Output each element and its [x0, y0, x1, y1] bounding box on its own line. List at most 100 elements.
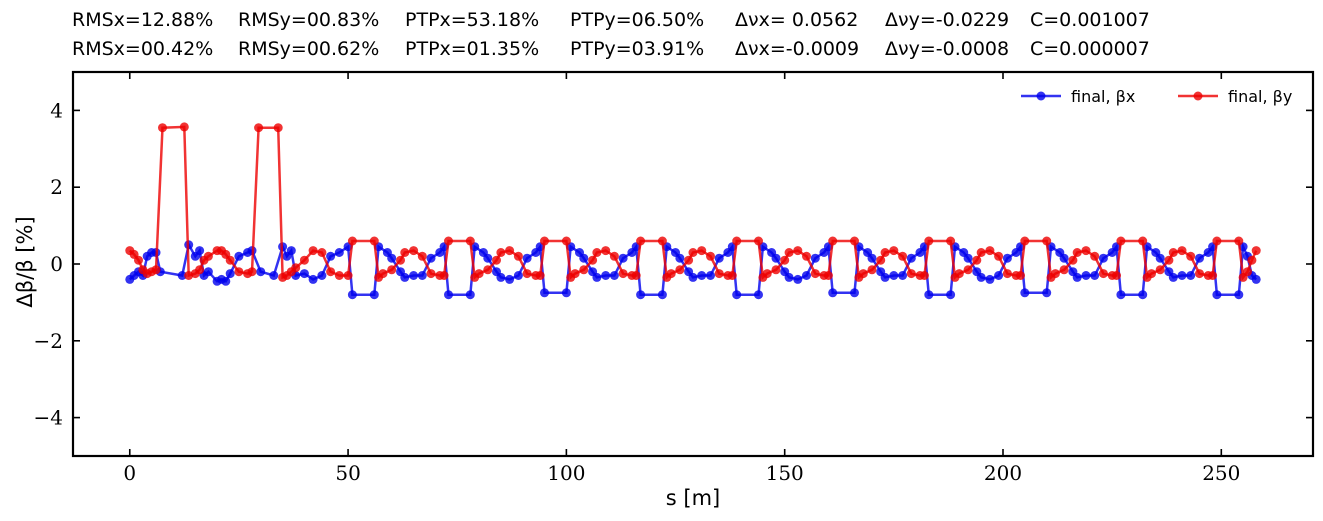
data-point-beta-y: [618, 269, 628, 279]
data-point-beta-x: [334, 248, 344, 257]
data-point-beta-x: [299, 269, 309, 279]
data-point-beta-y: [234, 267, 244, 277]
data-point-beta-y: [657, 236, 667, 246]
header-stats: RMSx=12.88% RMSy=00.83% PTPx=53.18% PTPy…: [72, 9, 1150, 60]
data-point-beta-x: [256, 267, 266, 277]
series-layer: [125, 122, 1261, 300]
legend: final, βx final, βy: [1021, 87, 1292, 106]
x-tick-label: 250: [1202, 461, 1240, 485]
legend-label-beta-x: final, βx: [1071, 87, 1135, 106]
data-point-beta-y: [1016, 271, 1025, 280]
data-point-beta-x: [496, 272, 506, 282]
data-point-beta-x: [924, 290, 934, 300]
header-dnu-y: Δνy=-0.0229: [885, 9, 1009, 31]
data-point-beta-x: [234, 251, 244, 261]
data-point-beta-y: [666, 269, 676, 279]
data-point-beta-y: [802, 251, 811, 261]
y-tick-label: 0: [50, 252, 63, 276]
data-point-beta-y: [151, 265, 161, 275]
data-point-beta-x: [286, 246, 296, 256]
data-point-beta-x: [675, 253, 685, 263]
data-point-beta-x: [221, 276, 231, 286]
header-rms-y: RMSy=00.62%: [238, 38, 379, 60]
data-point-beta-y: [225, 255, 235, 265]
data-point-beta-y: [195, 265, 205, 275]
data-point-beta-y: [1208, 271, 1218, 280]
data-point-beta-y: [1243, 267, 1252, 277]
data-point-beta-x: [1168, 272, 1178, 282]
data-point-beta-y: [972, 255, 982, 265]
data-point-beta-y: [409, 246, 419, 256]
data-point-beta-x: [784, 272, 794, 282]
data-point-beta-x: [1081, 271, 1091, 280]
header-dnu-x: Δνx=-0.0009: [735, 38, 859, 60]
data-point-beta-y: [522, 269, 532, 279]
data-point-beta-x: [688, 272, 698, 282]
data-point-beta-y: [317, 248, 327, 257]
header-ptp-x: PTPx=01.35%: [405, 38, 539, 60]
data-point-beta-x: [1186, 271, 1196, 280]
data-point-beta-x: [326, 251, 336, 261]
data-point-beta-y: [810, 269, 820, 279]
data-point-beta-x: [1177, 271, 1187, 280]
header-rms-x: RMSx=12.88%: [72, 9, 213, 31]
legend-entry-beta-x: final, βx: [1021, 87, 1135, 106]
data-point-beta-y: [1186, 251, 1196, 261]
data-point-beta-x: [195, 246, 205, 256]
header-ptp-y: PTPy=03.91%: [570, 38, 704, 60]
data-point-beta-y: [780, 255, 790, 265]
data-point-beta-y: [561, 236, 571, 246]
data-point-beta-y: [793, 246, 803, 256]
data-point-beta-x: [177, 271, 187, 280]
data-point-beta-y: [850, 236, 859, 246]
data-point-beta-x: [347, 290, 357, 300]
data-point-beta-y: [1059, 265, 1069, 275]
header-line-2: RMSx=00.42% RMSy=00.62% PTPx=01.35% PTPy…: [72, 38, 1150, 60]
data-point-beta-x: [522, 253, 532, 263]
data-point-beta-x: [618, 253, 628, 263]
data-point-beta-y: [343, 271, 353, 280]
series-beta-x: [125, 240, 1261, 300]
data-point-beta-x: [1234, 290, 1244, 300]
data-point-beta-y: [754, 236, 763, 246]
data-point-beta-y: [1212, 236, 1222, 246]
data-point-beta-y: [963, 265, 973, 275]
data-point-beta-y: [697, 246, 707, 256]
data-point-beta-x: [771, 253, 781, 263]
data-point-beta-x: [513, 271, 523, 280]
data-point-beta-y: [326, 267, 336, 277]
data-point-beta-y: [1234, 236, 1244, 246]
data-point-beta-y: [1050, 269, 1060, 279]
y-tick-label: −4: [34, 406, 63, 430]
data-point-beta-y: [771, 265, 781, 275]
data-point-beta-x: [880, 272, 890, 282]
legend-marker-beta-x: [1036, 91, 1046, 101]
data-point-beta-x: [387, 253, 397, 263]
data-point-beta-y: [994, 251, 1004, 261]
data-point-beta-y: [684, 255, 694, 265]
data-point-beta-y: [540, 236, 549, 246]
data-point-beta-y: [867, 265, 877, 275]
data-point-beta-y: [1155, 265, 1165, 275]
data-point-beta-x: [1090, 271, 1100, 280]
data-point-beta-x: [1002, 253, 1012, 263]
data-point-beta-y: [254, 123, 264, 133]
data-point-beta-y: [889, 246, 899, 256]
data-point-beta-x: [985, 274, 995, 284]
data-point-beta-y: [688, 248, 698, 257]
x-tick-label: 0: [123, 461, 136, 485]
data-point-beta-x: [1020, 288, 1030, 298]
data-point-beta-y: [762, 269, 772, 279]
data-point-beta-y: [496, 248, 506, 257]
data-point-beta-y: [924, 236, 934, 246]
legend-marker-beta-y: [1193, 91, 1203, 101]
data-point-beta-x: [592, 272, 602, 282]
data-point-beta-x: [793, 274, 803, 284]
data-point-beta-y: [535, 271, 545, 280]
data-point-beta-y: [880, 248, 890, 257]
data-point-beta-y: [732, 236, 742, 246]
data-point-beta-y: [823, 271, 833, 280]
data-point-beta-x: [308, 274, 318, 284]
data-point-beta-x: [828, 288, 838, 298]
